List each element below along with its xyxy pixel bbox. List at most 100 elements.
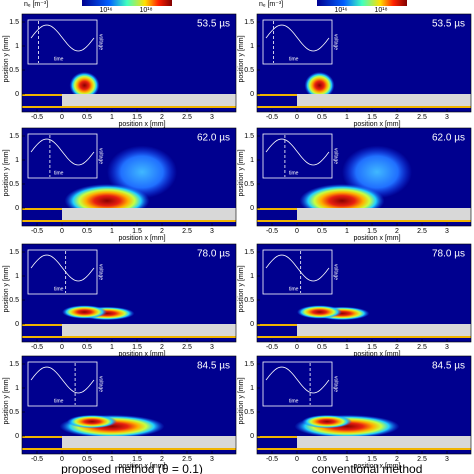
y-tick-label: 1: [250, 43, 254, 50]
caption: proposed method (θ = 0.1): [61, 462, 203, 474]
x-tick-label: 1: [110, 114, 114, 121]
inset-frame: [27, 133, 98, 179]
y-tick-label: 1.5: [244, 19, 254, 26]
x-tick-label: 0: [295, 456, 299, 463]
x-tick-label: 3: [210, 114, 214, 121]
x-tick-label: 0.5: [82, 114, 92, 121]
inset-xlabel: time: [54, 170, 64, 176]
electrode: [297, 94, 471, 106]
inset-waveform: [265, 254, 330, 282]
frame: [21, 355, 237, 455]
x-tick-label: 0: [295, 114, 299, 121]
inset-ylabel: voltage: [98, 264, 104, 280]
inset-waveform: [265, 24, 330, 52]
x-tick-label: 1: [110, 344, 114, 351]
x-tick-label: 2.5: [417, 228, 427, 235]
frame: [256, 355, 472, 455]
plot-area: time voltage: [257, 128, 471, 226]
panel: time voltage 78.0 µs -0.5 0 0.5 1 1.5 2 2.5 3 0 0.5 1…: [238, 243, 472, 358]
electrode: [297, 324, 471, 336]
x-tick-label: 0.5: [317, 228, 327, 235]
plot-area: time voltage: [257, 14, 471, 112]
y-tick-label: 1.5: [9, 133, 19, 140]
colorbar-tick: 10¹⁸: [374, 7, 387, 14]
y-tick-label: 0: [250, 433, 254, 440]
x-tick-label: 1.5: [132, 344, 142, 351]
x-tick-label: 2: [160, 228, 164, 235]
panel: time voltage 62.0 µs -0.5 0 0.5 1 1.5 2 2.5 3 0 0.5 1…: [238, 127, 472, 242]
x-axis-label: position x [mm]: [353, 121, 400, 128]
x-tick-label: 1.5: [367, 228, 377, 235]
y-tick-label: 1: [15, 273, 19, 280]
inset-waveform: [30, 138, 95, 166]
inset-ylabel: voltage: [333, 376, 339, 392]
x-tick-label: 2.5: [417, 344, 427, 351]
y-tick-label: 1: [15, 385, 19, 392]
y-tick-label: 0.5: [9, 297, 19, 304]
y-tick-label: 1.5: [9, 19, 19, 26]
x-tick-label: 0.5: [82, 344, 92, 351]
x-tick-label: 0.5: [82, 228, 92, 235]
y-tick-label: 1: [15, 43, 19, 50]
x-tick-label: 0: [60, 344, 64, 351]
electrode: [297, 436, 471, 448]
y-tick-label: 1.5: [244, 249, 254, 256]
x-tick-label: 2: [160, 344, 164, 351]
electrode: [297, 208, 471, 220]
inset-frame: [27, 249, 98, 295]
inset-frame: [27, 361, 98, 407]
x-tick-label: 3: [445, 456, 449, 463]
y-axis-label: position y [mm]: [3, 149, 10, 196]
frame: [256, 13, 472, 113]
y-axis-label: position y [mm]: [3, 265, 10, 312]
frame: [21, 243, 237, 343]
x-tick-label: 2: [395, 456, 399, 463]
panel: time voltage 84.5 µs -0.5 0 0.5 1 1.5 2 2.5 3 0 0.5 1…: [3, 355, 237, 470]
inset-frame: [262, 19, 333, 65]
electrode: [62, 94, 236, 106]
frame: [21, 13, 237, 113]
y-tick-label: 0: [250, 321, 254, 328]
y-axis-label: position y [mm]: [238, 265, 245, 312]
x-tick-label: 0: [295, 344, 299, 351]
inset-xlabel: time: [289, 398, 299, 404]
plot-area: time voltage: [257, 244, 471, 342]
inset-xlabel: time: [289, 56, 299, 62]
inset-waveform: [30, 366, 95, 394]
inset-ylabel: voltage: [333, 148, 339, 164]
x-tick-label: 1.5: [367, 456, 377, 463]
y-tick-label: 1.5: [244, 133, 254, 140]
x-tick-label: 2.5: [182, 228, 192, 235]
y-tick-label: 0: [250, 91, 254, 98]
y-tick-label: 1.5: [244, 361, 254, 368]
x-tick-label: -0.5: [266, 228, 278, 235]
x-tick-label: 0: [60, 456, 64, 463]
y-tick-label: 0.5: [9, 409, 19, 416]
y-tick-label: 1: [15, 157, 19, 164]
plot-area: time voltage: [22, 244, 236, 342]
y-axis-label: position y [mm]: [3, 377, 10, 424]
x-tick-label: 3: [210, 456, 214, 463]
frame: [21, 127, 237, 227]
x-tick-label: 0.5: [82, 456, 92, 463]
x-tick-label: 2.5: [417, 114, 427, 121]
time-label: 84.5 µs: [432, 361, 465, 372]
x-axis-label: position x [mm]: [353, 351, 400, 358]
electrode: [62, 436, 236, 448]
colorbar-tick: 10¹⁸: [139, 7, 152, 14]
x-tick-label: 2: [395, 228, 399, 235]
x-tick-label: 1: [345, 456, 349, 463]
x-tick-label: 2: [160, 114, 164, 121]
time-label: 53.5 µs: [432, 19, 465, 30]
inset-ylabel: voltage: [333, 34, 339, 50]
x-tick-label: -0.5: [266, 344, 278, 351]
panel: time voltage 78.0 µs -0.5 0 0.5 1 1.5 2 2.5 3 0 0.5 1…: [3, 243, 237, 358]
plot-area: time voltage: [22, 128, 236, 226]
inset-ylabel: voltage: [333, 264, 339, 280]
y-tick-label: 1: [250, 273, 254, 280]
x-tick-label: 2: [160, 456, 164, 463]
y-tick-label: 0: [15, 433, 19, 440]
panel: time voltage 84.5 µs -0.5 0 0.5 1 1.5 2 2.5 3 0 0.5 1…: [238, 355, 472, 470]
x-tick-label: 1: [345, 114, 349, 121]
x-tick-label: 1: [345, 228, 349, 235]
